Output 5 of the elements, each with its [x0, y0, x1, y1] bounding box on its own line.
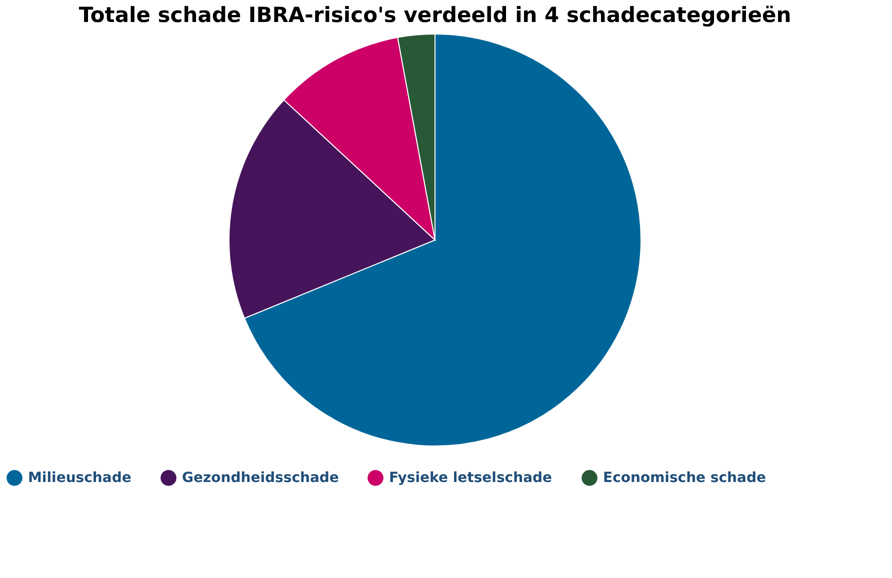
legend-label: Gezondheidsschade — [182, 470, 339, 486]
chart-title: Totale schade IBRA-risico's verdeeld in 4 schadecategorieën — [78, 3, 792, 27]
legend-label: Milieuschade — [28, 470, 132, 486]
legend-label: Economische schade — [603, 470, 766, 486]
legend-label: Fysieke letselschade — [389, 470, 552, 486]
